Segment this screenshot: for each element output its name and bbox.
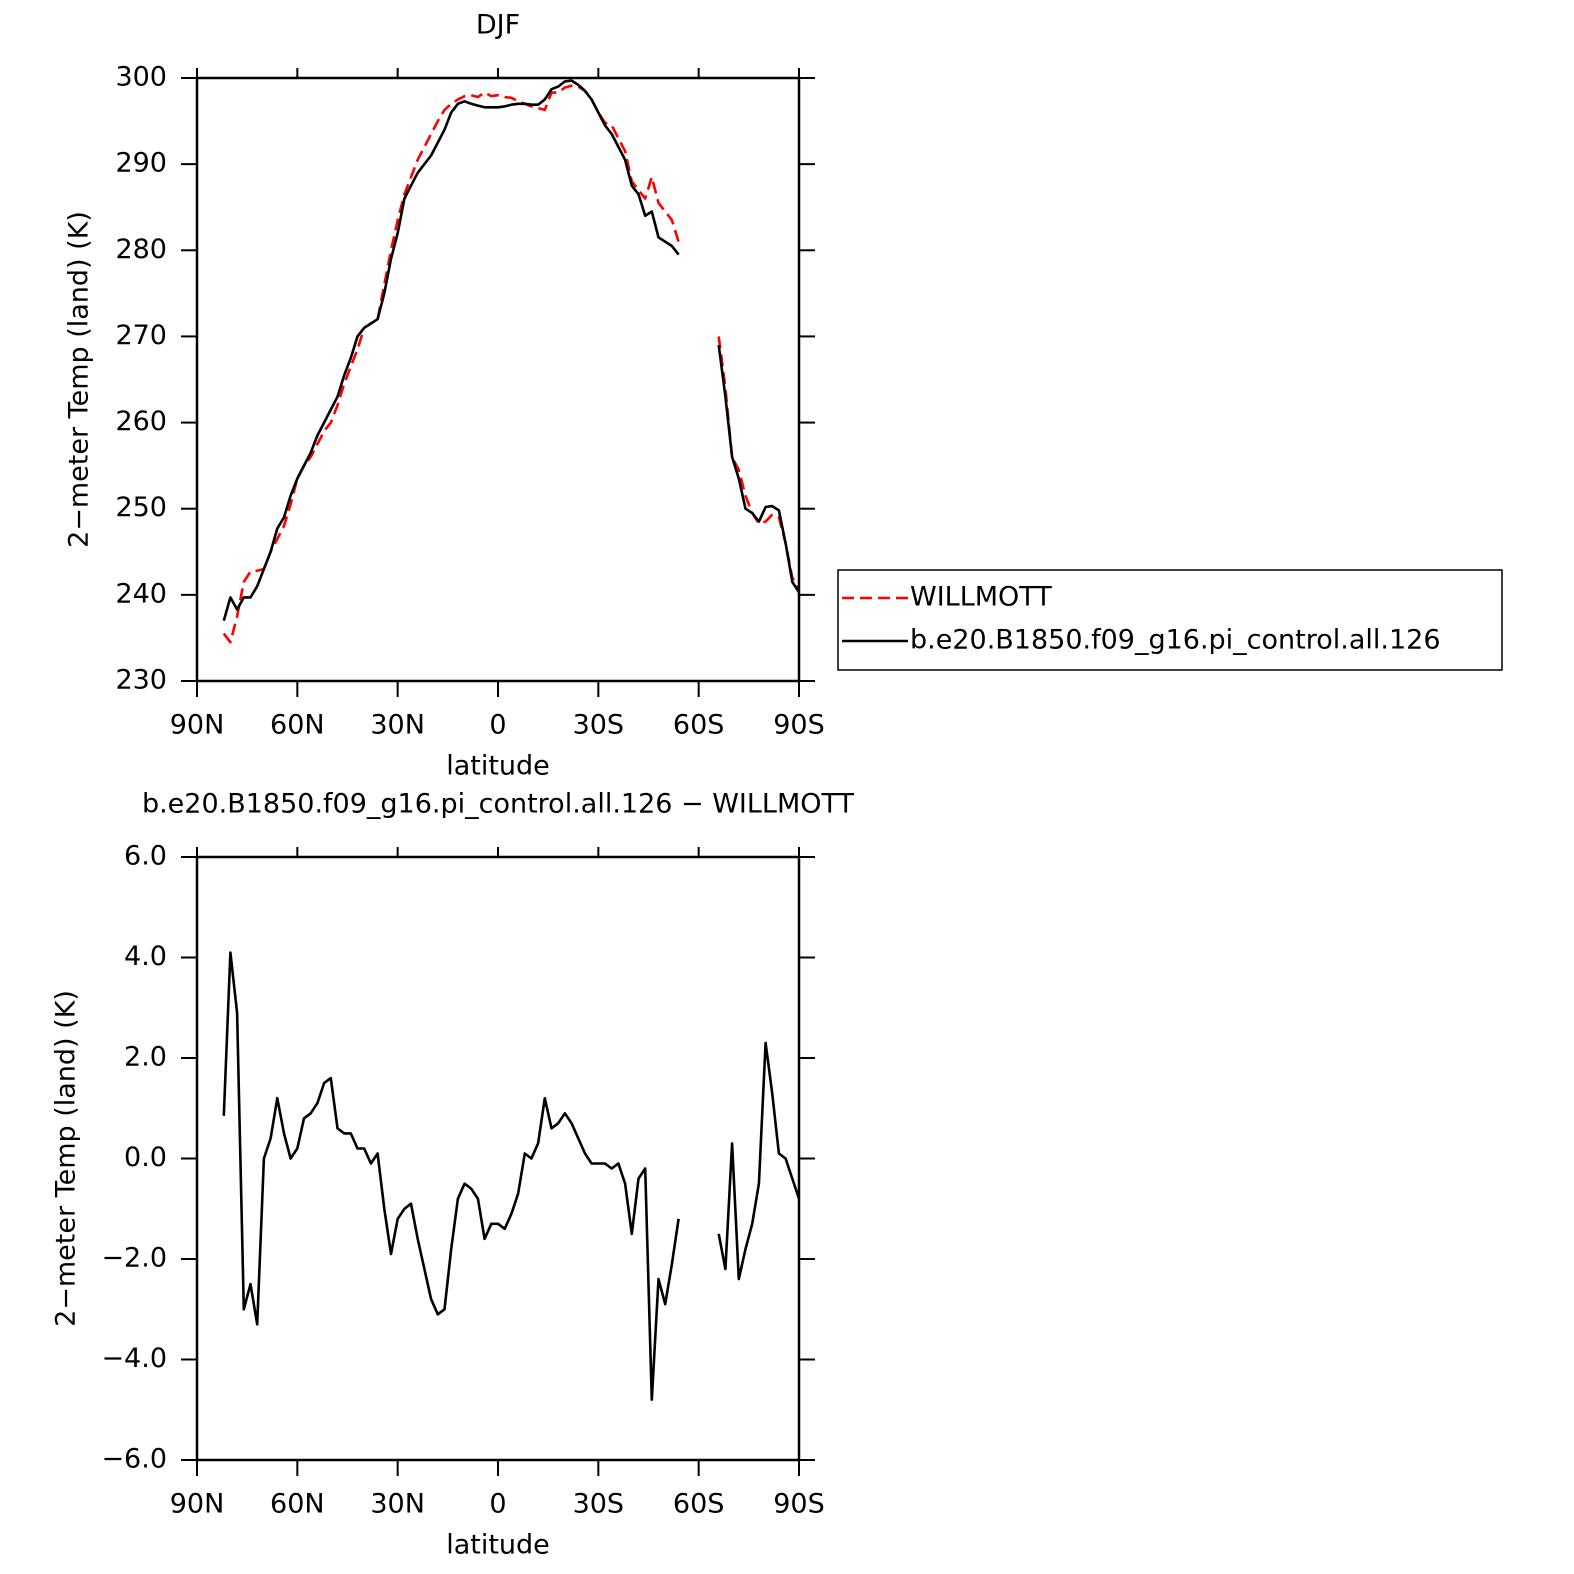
legend-label: WILLMOTT [910, 582, 1052, 613]
y-tick-label: 300 [115, 62, 167, 93]
x-tick-label: 30N [370, 1489, 425, 1520]
x-tick-label: 90S [773, 1489, 825, 1520]
y-axis-label: 2−meter Temp (land) (K) [64, 211, 95, 548]
y-tick-label: −2.0 [101, 1243, 167, 1274]
x-axis-label: latitude [446, 751, 550, 782]
x-tick-label: 90S [773, 710, 825, 741]
chart-title: b.e20.B1850.f09_g16.pi_control.all.126 −… [142, 789, 855, 820]
y-tick-label: 280 [115, 234, 167, 265]
y-tick-label: 250 [115, 492, 167, 523]
x-tick-label: 0 [489, 710, 506, 741]
legend-box [837, 569, 1503, 671]
y-tick-label: 290 [115, 148, 167, 179]
y-tick-label: 6.0 [124, 841, 167, 872]
y-tick-label: 260 [115, 406, 167, 437]
y-tick-label: 4.0 [124, 941, 167, 972]
legend-label: b.e20.B1850.f09_g16.pi_control.all.126 [910, 625, 1441, 656]
y-tick-label: 270 [115, 320, 167, 351]
y-axis-label: 2−meter Temp (land) (K) [51, 990, 82, 1327]
x-axis-label: latitude [446, 1530, 550, 1561]
plot-frame [195, 76, 801, 683]
y-tick-label: 0.0 [124, 1142, 167, 1173]
y-tick-label: 2.0 [124, 1042, 167, 1073]
x-tick-label: 90N [170, 1489, 225, 1520]
x-tick-label: 60N [270, 710, 325, 741]
x-tick-label: 60S [673, 710, 725, 741]
x-tick-label: 90N [170, 710, 225, 741]
y-tick-label: 240 [115, 578, 167, 609]
x-tick-label: 60S [673, 1489, 725, 1520]
data-line [222, 84, 801, 644]
x-tick-label: 30S [573, 710, 625, 741]
chart-title: DJF [476, 10, 520, 41]
data-line [222, 951, 801, 1401]
x-tick-label: 30N [370, 710, 425, 741]
plot-frame [195, 855, 801, 1462]
y-tick-label: −6.0 [101, 1444, 167, 1475]
y-tick-label: −4.0 [101, 1343, 167, 1374]
x-tick-label: 0 [489, 1489, 506, 1520]
x-tick-label: 30S [573, 1489, 625, 1520]
x-tick-label: 60N [270, 1489, 325, 1520]
data-line [222, 79, 801, 622]
y-tick-label: 230 [115, 665, 167, 696]
